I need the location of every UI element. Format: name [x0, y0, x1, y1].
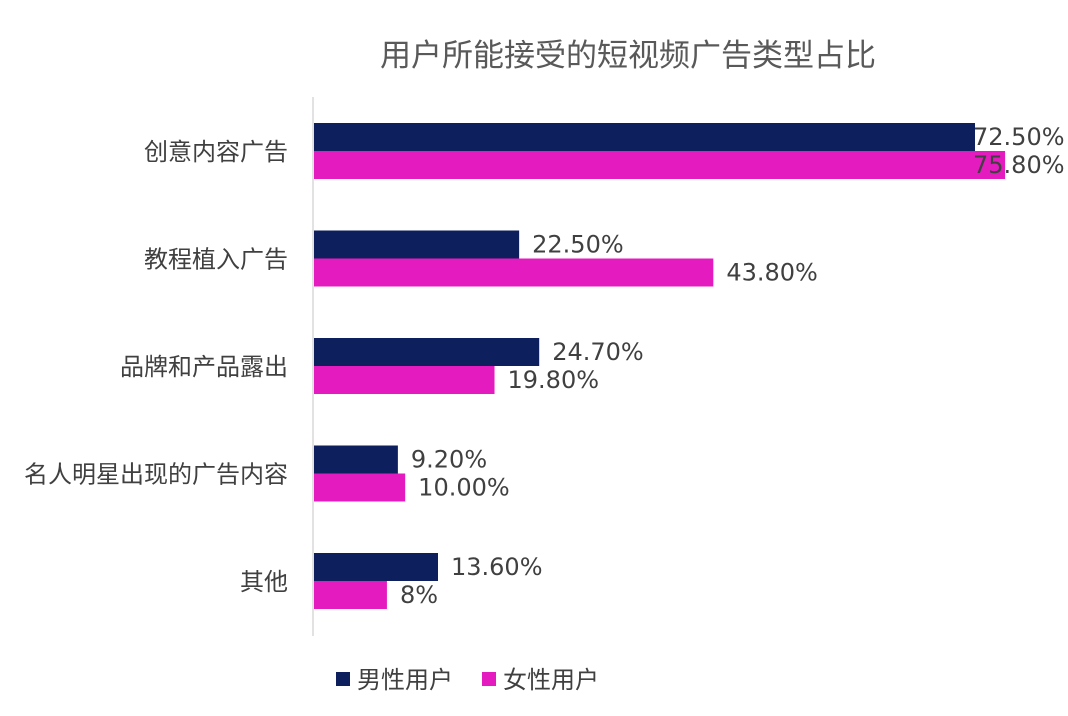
data-label: 13.60% [451, 553, 543, 581]
bar-female [314, 258, 714, 287]
data-label: 72.50% [973, 123, 1065, 151]
data-label: 9.20% [411, 446, 487, 474]
bar-female [314, 473, 406, 502]
bar-female [314, 366, 495, 394]
category-label: 创意内容广告 [144, 138, 288, 166]
data-label: 8% [400, 581, 438, 609]
category-label: 其他 [240, 568, 288, 596]
legend: 男性用户 女性用户 [336, 666, 599, 694]
data-label: 75.80% [973, 151, 1065, 179]
data-label: 22.50% [532, 231, 624, 259]
data-label: 24.70% [552, 338, 644, 366]
data-labels: 72.50%75.80% 22.50% 43.80% 24.70%19.80% 9.20… [400, 123, 1065, 609]
data-label: 19.80% [508, 366, 600, 394]
category-label: 品牌和产品露出 [120, 353, 288, 381]
data-label: 43.80% [726, 259, 818, 287]
bar-male [314, 553, 438, 581]
bar-male [314, 230, 520, 259]
category-label: 教程植入广告 [144, 246, 288, 274]
legend-swatch-female [482, 672, 496, 686]
legend-label: 男性用户 [357, 666, 453, 694]
bar-male [314, 338, 540, 366]
legend-swatch-male [336, 672, 350, 686]
chart-title: 用户所能接受的短视频广告类型占比 [380, 38, 876, 74]
bar-female [314, 151, 1006, 179]
bar-male [314, 445, 398, 474]
bar-male [314, 123, 975, 151]
data-label: 10.00% [418, 474, 510, 502]
legend-label: 女性用户 [503, 666, 599, 694]
bar-female [314, 581, 387, 609]
category-label: 名人明星出现的广告内容 [24, 461, 288, 489]
bars [314, 123, 1006, 609]
